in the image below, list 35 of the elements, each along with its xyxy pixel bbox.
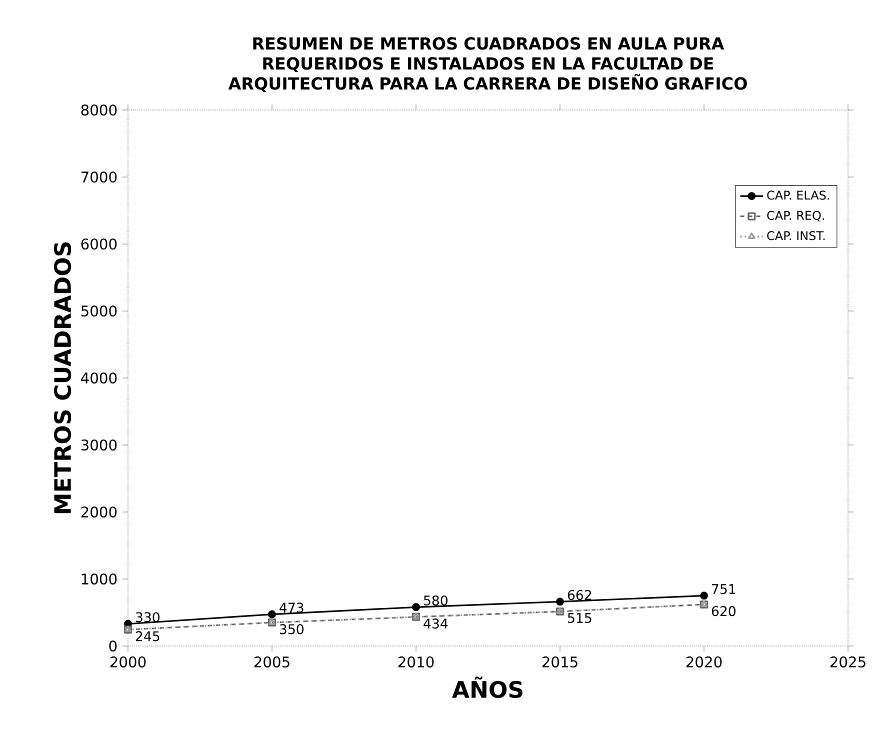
- point: [700, 592, 708, 600]
- legend-label: CAP. REQ.: [767, 210, 824, 222]
- data-label: 330: [136, 612, 160, 622]
- y-axis-title: METROS CUADRADOS: [54, 242, 72, 514]
- x-axis-title: AÑOS: [452, 676, 522, 698]
- y-tick-label: 4000: [80, 372, 117, 384]
- data-label: 515: [568, 613, 592, 624]
- data-label: 751: [712, 584, 736, 594]
- x-tick-label: 2020: [686, 656, 722, 668]
- point: [556, 598, 564, 606]
- y-tick-label: 3000: [81, 439, 117, 451]
- legend-label: CAP. INST.: [767, 231, 825, 240]
- data-label: 245: [136, 631, 160, 642]
- point: [268, 610, 276, 618]
- data-label: 580: [424, 595, 448, 606]
- y-tick-label: 1000: [82, 573, 117, 585]
- y-tick-label: 5000: [81, 305, 117, 317]
- data-label: 350: [280, 624, 304, 634]
- y-tick-label: 2000: [81, 506, 117, 518]
- x-tick-label: 2010: [398, 656, 434, 668]
- data-label: 662: [568, 590, 592, 600]
- y-tick-label: 6000: [81, 238, 117, 250]
- chart-title: RESUMEN DE METROS CUADRADOS EN AULA PURA REQUERIDOS E INSTALADOS EN LA FACULTAD DE ARQUITECTURA PARA LA CARRERA DE DISEÑO GRAFICO: [228, 37, 747, 92]
- data-label: 620: [712, 606, 736, 616]
- x-tick-label: 2025: [830, 656, 866, 668]
- data-label: 473: [280, 602, 304, 613]
- y-tick-label: 8000: [81, 104, 117, 116]
- x-tick-label: 2000: [110, 656, 146, 668]
- y-tick-label: 0: [109, 640, 117, 652]
- x-tick-label: 2005: [254, 656, 290, 668]
- legend-label: CAP. ELAS.: [767, 190, 829, 200]
- point: [412, 603, 420, 612]
- data-label: 434: [424, 618, 448, 629]
- y-tick-label: 7000: [82, 171, 117, 183]
- x-tick-label: 2015: [542, 656, 578, 668]
